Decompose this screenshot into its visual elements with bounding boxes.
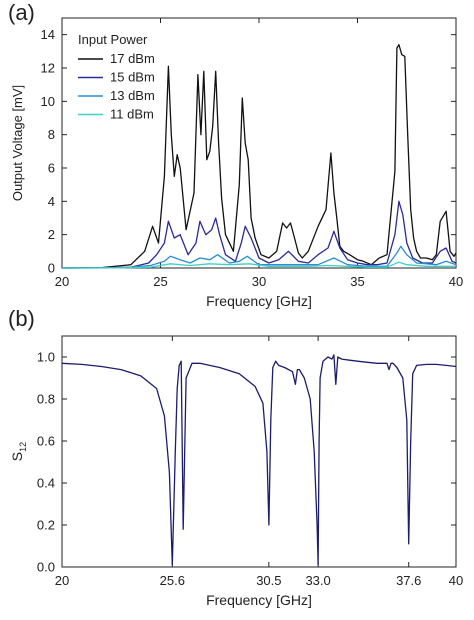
x-tick-label: 25.6 <box>160 573 185 588</box>
output-voltage-chart: 20 25 30 35 40 0 2 4 6 8 10 12 14 Frequency [GHz] Outp… <box>10 17 463 309</box>
legend-entry: 11 dBm <box>110 107 154 122</box>
y-tick-label: 0.4 <box>37 476 55 491</box>
x-tick-label: 20 <box>55 573 69 588</box>
legend-entry: 17 dBm <box>110 51 155 66</box>
y-tick-label: 8 <box>48 127 55 142</box>
x-tick-label: 33.0 <box>305 573 330 588</box>
x-tick-label: 37.6 <box>396 573 421 588</box>
legend-title: Input Power <box>78 32 148 47</box>
s12-chart: 20 25.6 30.5 33.0 37.6 40 0.0 0.2 0.4 0.6 0.8 1.0 Fr… <box>9 335 463 608</box>
y-tick-label: 2 <box>48 227 55 242</box>
y-tick-label: 6 <box>48 161 55 176</box>
x-tick-label: 30 <box>252 274 266 289</box>
y-tick-label: 0.0 <box>37 560 55 575</box>
legend-entry: 15 dBm <box>110 70 155 85</box>
y-tick-label: 4 <box>48 194 55 209</box>
series-line-0 <box>61 354 457 566</box>
y-tick-label: 1.0 <box>37 350 55 365</box>
y-axis-label-main: S <box>9 452 25 461</box>
x-tick-label: 40 <box>449 274 463 289</box>
y-tick-label: 0.2 <box>37 518 55 533</box>
x-tick-label: 40 <box>449 573 463 588</box>
x-axis-label: Frequency [GHz] <box>206 592 312 608</box>
y-axis-label: S12 <box>9 442 28 461</box>
y-tick-label: 14 <box>41 27 55 42</box>
series-line-11-dbm <box>61 261 456 269</box>
x-tick-label: 30.5 <box>256 573 281 588</box>
y-tick-label: 0 <box>48 261 55 276</box>
series-line-13-dbm <box>61 245 457 269</box>
x-tick-label: 20 <box>55 274 69 289</box>
y-tick-label: 0.8 <box>37 392 55 407</box>
legend-entry: 13 dBm <box>110 88 155 103</box>
x-tick-label: 25 <box>153 274 167 289</box>
y-tick-label: 0.6 <box>37 434 55 449</box>
y-tick-label: 12 <box>41 61 55 76</box>
plot-frame <box>61 335 457 568</box>
y-tick-label: 10 <box>41 94 55 109</box>
y-axis-label: Output Voltage [mV] <box>10 85 25 201</box>
series-line-17-dbm <box>61 44 457 269</box>
x-tick-label: 35 <box>350 274 364 289</box>
panel-label-b: (b) <box>8 306 35 331</box>
series-line-15-dbm <box>61 200 457 269</box>
panel-label-a: (a) <box>8 0 35 25</box>
y-axis-label-subscript: 12 <box>18 442 28 452</box>
x-axis-label: Frequency [GHz] <box>206 293 312 309</box>
